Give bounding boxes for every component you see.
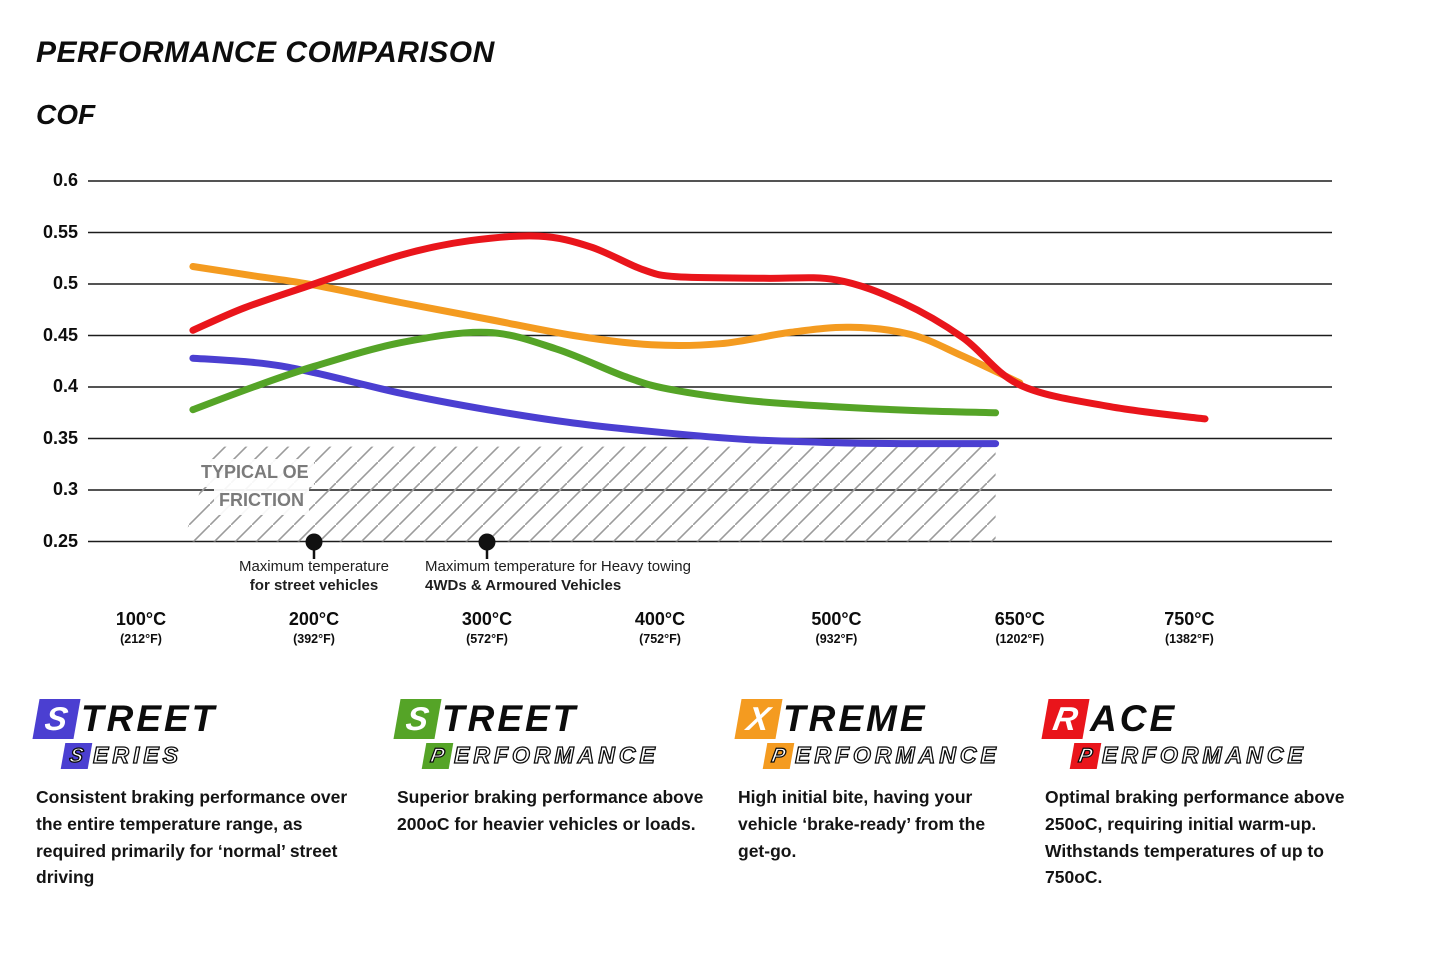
xtreme-performance-logo: X TREME P ERFORMANCE [734, 698, 1018, 769]
logo-word2: P ERFORMANCE [762, 741, 1018, 769]
street-series-logo: S TREET S ERIES [32, 698, 372, 769]
logo-word1: S TREET [32, 698, 372, 739]
logo-initial-block-small: S [60, 742, 93, 769]
logo-word2: P ERFORMANCE [421, 741, 727, 769]
logo-word1-rest: TREME [783, 698, 928, 739]
logo-initial-block-small: P [421, 742, 454, 769]
logo-word2-rest: ERFORMANCE [794, 741, 1000, 768]
logo-initial-block: R [1041, 699, 1090, 739]
legend-item-street-performance: S TREET P ERFORMANCE Superior braking perf… [393, 698, 727, 838]
legend-description: Optimal braking performance above 250oC,… [1045, 787, 1345, 888]
logo-word1: R ACE [1041, 698, 1383, 739]
legend-description: Consistent braking performance over the … [36, 787, 348, 888]
logo-initial-block: S [393, 699, 442, 739]
logo-word2: P ERFORMANCE [1069, 741, 1383, 769]
logo-word2-rest: ERFORMANCE [1101, 741, 1307, 768]
logo-word1: X TREME [734, 698, 1018, 739]
legend-description: Superior braking performance above 200oC… [397, 787, 704, 834]
series-lines [189, 232, 1209, 448]
logo-word1-rest: TREET [81, 698, 218, 739]
logo-initial-block: S [32, 699, 81, 739]
logo-initial-block-small: P [1069, 742, 1102, 769]
logo-word1: S TREET [393, 698, 727, 739]
logo-word1-rest: TREET [442, 698, 579, 739]
temperature-markers [305, 533, 496, 559]
legend-description: High initial bite, having your vehicle ‘… [738, 787, 986, 861]
logo-word2-rest: ERIES [92, 741, 183, 768]
street-performance-logo: S TREET P ERFORMANCE [393, 698, 727, 769]
logo-word2-rest: ERFORMANCE [453, 741, 659, 768]
oe-friction-region [183, 446, 996, 542]
race-performance-logo: R ACE P ERFORMANCE [1041, 698, 1383, 769]
logo-word1-rest: ACE [1090, 698, 1178, 739]
logo-initial-block-small: P [762, 742, 795, 769]
legend-item-xtreme-performance: X TREME P ERFORMANCE High initial bite, ha… [734, 698, 1018, 864]
oe-friction-hatch [183, 446, 996, 542]
legend-item-race-performance: R ACE P ERFORMANCE Optimal braking perform… [1041, 698, 1383, 891]
series-street-performance [189, 328, 1000, 417]
page-title: PERFORMANCE COMPARISON [36, 36, 495, 69]
marker-dot [478, 533, 496, 551]
legend-item-street-series: S TREET S ERIES Consistent braking perform… [32, 698, 372, 891]
series-street-series [189, 354, 1000, 448]
logo-word2: S ERIES [60, 741, 372, 769]
marker-dot [305, 533, 323, 551]
y-axis-title: COF [36, 99, 96, 130]
logo-initial-block: X [734, 699, 783, 739]
series-race-performance [189, 232, 1209, 423]
